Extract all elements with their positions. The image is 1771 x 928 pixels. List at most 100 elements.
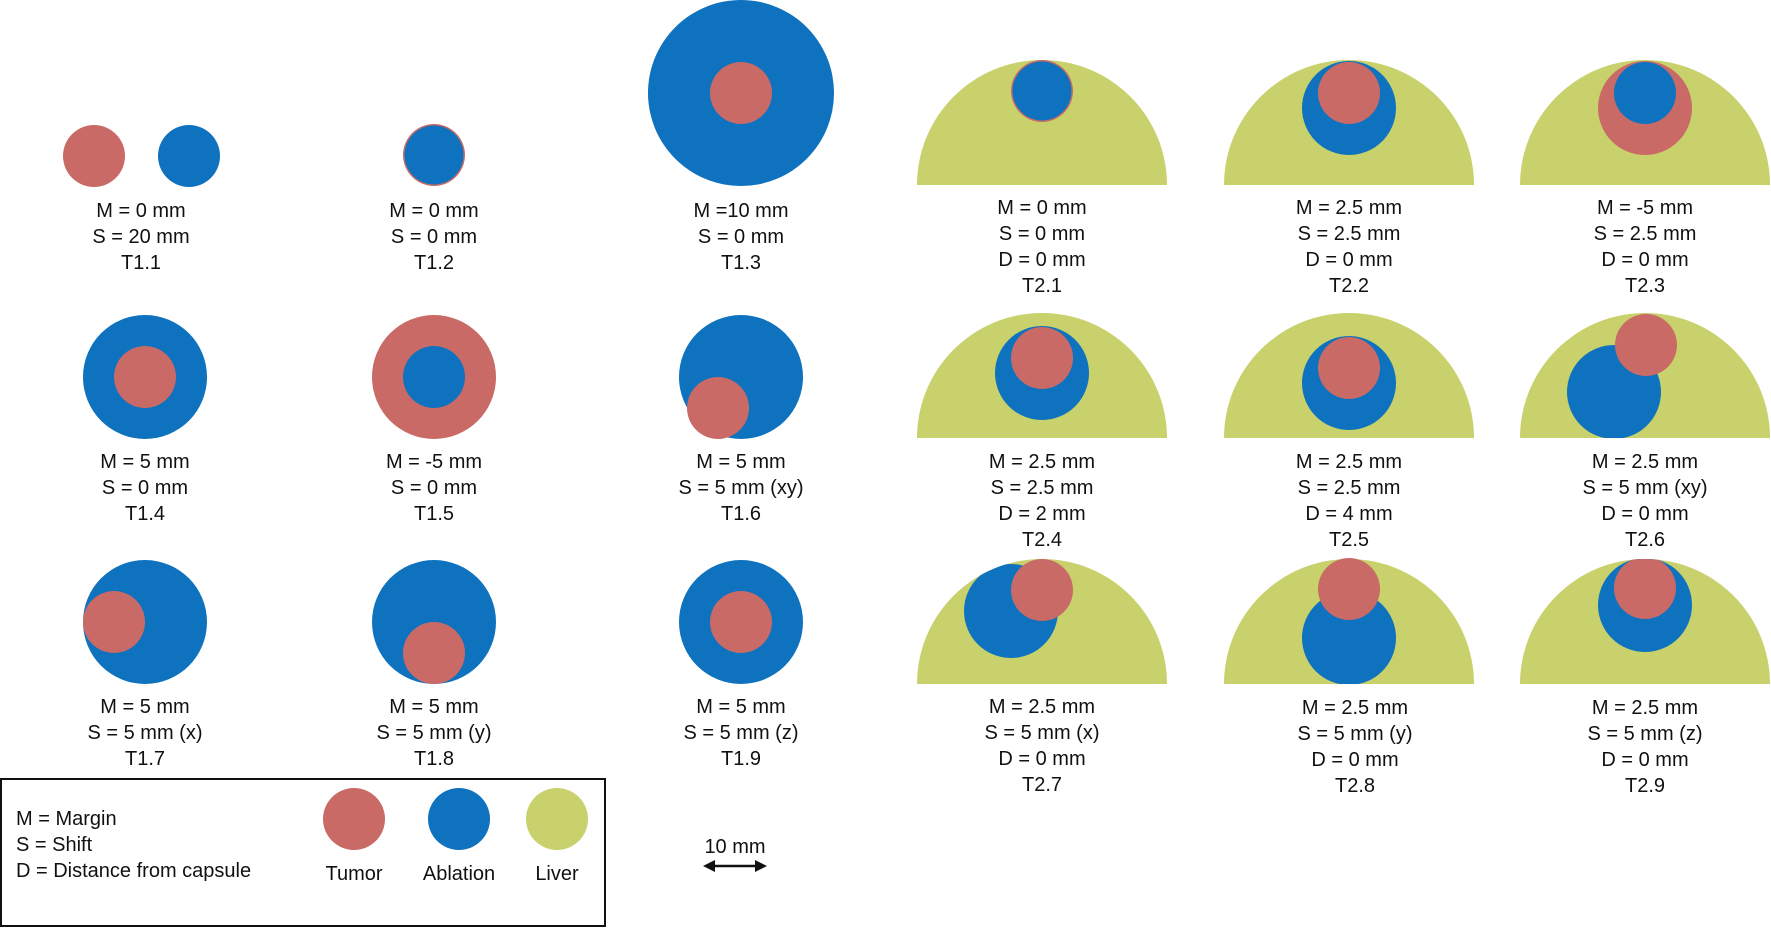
- case-label-line: D = 4 mm: [1305, 503, 1392, 525]
- tumor-circle: [1318, 558, 1380, 620]
- case-label-line: T1.5: [414, 503, 454, 525]
- tumor-circle: [1011, 327, 1073, 389]
- case-label-line: S = 2.5 mm: [991, 477, 1094, 499]
- case-T1.3: M =10 mm S = 0 mm T1.3: [648, 0, 834, 274]
- legend: M = Margin S = Shift D = Distance from c…: [0, 778, 606, 927]
- case-label-line: S = 0 mm: [391, 477, 477, 499]
- case-label-line: T2.7: [1022, 774, 1062, 796]
- case-label-line: T1.6: [721, 503, 761, 525]
- case-label-line: M = 0 mm: [997, 197, 1086, 219]
- case-label-line: M = 2.5 mm: [1592, 697, 1698, 719]
- case-label-line: S = 0 mm: [999, 223, 1085, 245]
- case-label-line: M = 2.5 mm: [989, 451, 1095, 473]
- tumor-circle: [63, 125, 125, 187]
- legend-definition: D = Distance from capsule: [16, 860, 251, 882]
- case-label-line: M = 5 mm: [389, 696, 478, 718]
- tumor-circle: [1318, 337, 1380, 399]
- case-label-line: T2.8: [1335, 775, 1375, 797]
- ablation-circle: [1302, 591, 1396, 684]
- case-label-line: M = 5 mm: [100, 451, 189, 473]
- case-label-line: S = 5 mm (y): [1297, 723, 1412, 745]
- case-label-line: D = 2 mm: [998, 503, 1085, 525]
- case-label-line: S = 0 mm: [698, 226, 784, 248]
- case-label-line: T1.1: [121, 252, 161, 274]
- case-label-line: T2.1: [1022, 275, 1062, 297]
- case-label-line: T1.9: [721, 748, 761, 770]
- case-T2.4: M = 2.5 mm S = 2.5 mm D = 2 mm T2.4: [917, 313, 1167, 551]
- case-label-line: D = 0 mm: [1601, 503, 1688, 525]
- case-T1.5: M = -5 mm S = 0 mm T1.5: [372, 315, 496, 525]
- tumor-circle: [114, 346, 176, 408]
- case-label-line: S = 2.5 mm: [1298, 477, 1401, 499]
- case-T2.8: M = 2.5 mm S = 5 mm (y) D = 0 mm T2.8: [1224, 558, 1474, 797]
- legend-liver-label: Liver: [535, 863, 579, 885]
- case-label-line: D = 0 mm: [998, 249, 1085, 271]
- tumor-circle: [83, 591, 145, 653]
- case-label-line: D = 0 mm: [1601, 249, 1688, 271]
- legend-liver-swatch: [526, 788, 588, 850]
- tumor-circle: [1615, 314, 1677, 376]
- ablation-circle: [1012, 61, 1072, 121]
- case-label-line: M =10 mm: [693, 200, 788, 222]
- case-T1.6: M = 5 mm S = 5 mm (xy) T1.6: [678, 315, 804, 525]
- legend-border: [0, 778, 606, 927]
- ablation-circle: [403, 346, 465, 408]
- tumor-circle: [403, 622, 465, 684]
- case-label-line: S = 5 mm (xy): [1582, 477, 1707, 499]
- case-T1.8: M = 5 mm S = 5 mm (y) T1.8: [372, 560, 496, 770]
- case-label-line: S = 2.5 mm: [1298, 223, 1401, 245]
- case-label-line: T1.3: [721, 252, 761, 274]
- case-label-line: T2.9: [1625, 775, 1665, 797]
- case-label-line: M = 5 mm: [696, 451, 785, 473]
- case-T2.9: M = 2.5 mm S = 5 mm (z) D = 0 mm T2.9: [1520, 559, 1770, 797]
- case-T2.6: M = 2.5 mm S = 5 mm (xy) D = 0 mm T2.6: [1520, 313, 1770, 551]
- case-label-line: M = 2.5 mm: [1592, 451, 1698, 473]
- tumor-circle: [1011, 559, 1073, 621]
- legend-tumor-swatch: [323, 788, 385, 850]
- case-label-line: S = 0 mm: [102, 477, 188, 499]
- case-label-line: T1.4: [125, 503, 165, 525]
- case-label-line: M = 2.5 mm: [1296, 197, 1402, 219]
- case-label-line: S = 2.5 mm: [1594, 223, 1697, 245]
- tumor-circle: [710, 591, 772, 653]
- case-label-line: S = 5 mm (x): [87, 722, 202, 744]
- case-T2.5: M = 2.5 mm S = 2.5 mm D = 4 mm T2.5: [1224, 313, 1474, 551]
- liver-shape: [917, 60, 1167, 185]
- tumor-circle: [1318, 62, 1380, 124]
- case-T2.1: M = 0 mm S = 0 mm D = 0 mm T2.1: [917, 60, 1167, 297]
- case-label-line: S = 20 mm: [92, 226, 189, 248]
- case-label-line: T2.2: [1329, 275, 1369, 297]
- case-label-line: T2.3: [1625, 275, 1665, 297]
- tumor-circle: [710, 62, 772, 124]
- ablation-circle: [158, 125, 220, 187]
- case-label-line: T2.5: [1329, 529, 1369, 551]
- legend-definition: S = Shift: [16, 834, 93, 856]
- case-T2.2: M = 2.5 mm S = 2.5 mm D = 0 mm T2.2: [1224, 60, 1474, 297]
- case-T1.2: M = 0 mm S = 0 mm T1.2: [389, 124, 479, 274]
- case-label-line: M = 5 mm: [696, 696, 785, 718]
- case-label-line: M = -5 mm: [1597, 197, 1693, 219]
- legend-ablation-swatch: [428, 788, 490, 850]
- case-label-line: S = 5 mm (xy): [678, 477, 803, 499]
- case-label-line: M = 2.5 mm: [1302, 697, 1408, 719]
- legend-definition: M = Margin: [16, 808, 117, 830]
- scale-bar-right-arrowhead: [755, 860, 767, 872]
- case-label-line: M = 0 mm: [96, 200, 185, 222]
- legend-tumor-label: Tumor: [325, 863, 382, 885]
- case-label-line: T1.7: [125, 748, 165, 770]
- scale-bar: 10 mm: [703, 836, 767, 872]
- tumor-circle: [687, 377, 749, 439]
- case-label-line: S = 5 mm (z): [1587, 723, 1702, 745]
- case-label-line: M = 0 mm: [389, 200, 478, 222]
- ablation-circle: [404, 125, 464, 185]
- case-label-line: M = 2.5 mm: [1296, 451, 1402, 473]
- case-label-line: S = 5 mm (y): [376, 722, 491, 744]
- scale-bar-label: 10 mm: [704, 836, 765, 858]
- ablation-circle: [1614, 62, 1676, 124]
- case-label-line: M = -5 mm: [386, 451, 482, 473]
- case-label-line: D = 0 mm: [1601, 749, 1688, 771]
- case-label-line: D = 0 mm: [1311, 749, 1398, 771]
- case-label-line: T2.6: [1625, 529, 1665, 551]
- case-T2.7: M = 2.5 mm S = 5 mm (x) D = 0 mm T2.7: [917, 559, 1167, 796]
